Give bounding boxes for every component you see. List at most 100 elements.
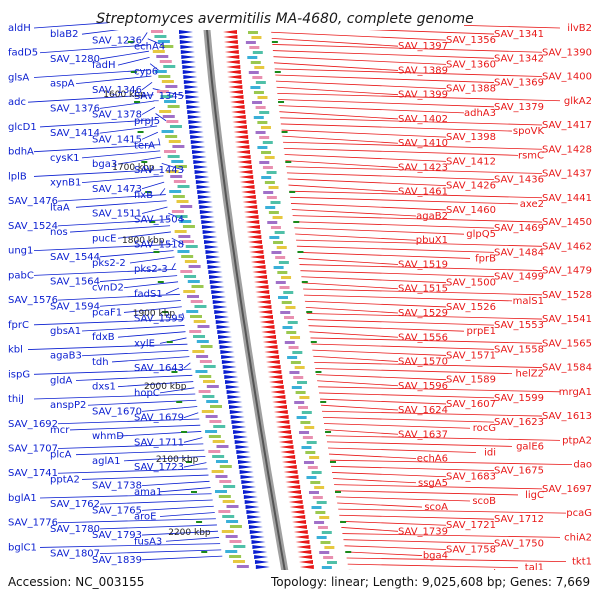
reverse-gene-arrow [226,65,241,69]
forward-gene-arrow [219,345,234,349]
reverse-gene-arrow [267,370,282,374]
gene-connector [274,68,543,77]
gene-connector [159,387,195,394]
gene-label: kbl [8,345,23,356]
gene-connector [141,505,214,511]
gene-label: SAV_1607 [446,399,496,410]
gene-label: SAV_1839 [92,555,142,566]
gene-label: aspA [50,79,75,90]
gene-label: SAV_1389 [398,65,448,76]
reverse-gene-arrow [245,220,260,224]
feature-block [275,281,286,284]
forward-gene-arrow [244,500,259,504]
feature-block [259,111,270,114]
forward-gene-arrow [238,465,253,469]
forward-gene-arrow [183,75,198,79]
gene-connector [171,237,185,245]
gene-connector [117,381,194,388]
forward-gene-arrow [237,460,252,464]
gene-label: SAV_1461 [398,187,448,198]
feature-block [290,361,301,364]
gene-connector [165,287,180,295]
forward-gene-arrow [179,40,194,44]
feature-block [222,500,235,503]
gene-label: SAV_1360 [446,59,496,70]
feature-block [194,305,207,308]
gene-label: SAV_1595 [134,314,184,325]
feature-block [166,170,179,173]
gene-label: SAV_1414 [50,128,100,139]
gene-connector [328,453,417,459]
gene-connector [331,465,495,472]
footer-backdrop [0,570,600,600]
forward-gene-arrow [195,175,210,179]
forward-gene-arrow [181,60,196,64]
feature-block [291,386,302,389]
feature-block [157,40,170,43]
forward-gene-arrow [209,275,224,279]
reverse-gene-arrow [254,285,269,289]
feature-block [167,105,180,108]
gene-connector [310,337,543,344]
gene-label: cyp6 [134,66,158,77]
feature-block [266,171,277,174]
feature-block [257,121,268,124]
reverse-gene-arrow [246,230,261,234]
feature-block [252,76,263,79]
gene-label: SAV_1426 [446,181,496,192]
gene-label: SAV_1436 [494,175,544,186]
feature-block [261,176,272,179]
reverse-gene-arrow [269,380,284,384]
gene-connector [81,150,161,159]
feature-block [281,301,292,304]
feature-block [202,395,215,398]
forward-gene-arrow [207,265,222,269]
reverse-gene-arrow [252,270,267,274]
gene-connector [99,549,222,555]
forward-gene-arrow [224,375,239,379]
gene-connector [311,343,495,350]
feature-block [206,400,219,403]
feature-block [288,346,299,349]
genome-backbone-core [204,9,290,591]
feature-block [321,531,332,534]
gene-connector [324,429,399,435]
feature-block [252,101,263,104]
gene-label: pcaF1 [92,307,122,318]
gene-label: SAV_1476 [8,196,58,207]
gene-connector [292,215,543,223]
forward-gene-arrow [220,350,235,354]
footer: Accession: NC_003155 Topology: linear; L… [0,570,600,600]
gene-connector [343,539,495,544]
gene-connector [33,318,184,326]
gene-label: fdxB [92,332,115,343]
gene-label: SAV_1571 [446,350,496,361]
gene-label: terA [134,140,155,151]
gene-label: SAV_1376 [50,103,100,114]
feature-block [226,505,239,508]
reverse-gene-arrow [227,75,242,79]
feature-block [164,100,177,103]
forward-gene-arrow [230,415,245,419]
reverse-gene-arrow [229,95,244,99]
feature-block [274,231,285,234]
gene-connector [330,459,573,465]
gene-label: SAV_1515 [398,284,448,295]
gene-label: mrgA1 [559,387,592,398]
feature-block [262,141,273,144]
feature-block [196,355,209,358]
reverse-gene-arrow [286,490,301,494]
gene-label: rocG [473,423,496,434]
gene-label: SAV_1400 [542,72,592,83]
reverse-gene-arrow [262,335,277,339]
feature-block [215,460,228,463]
gene-connector [342,533,561,538]
reverse-gene-arrow [261,330,276,334]
gene-connector [322,416,495,423]
gene-label: pucE [92,233,117,244]
feature-block [277,271,288,274]
reverse-gene-arrow [284,475,299,479]
gene-label: chiA2 [564,532,592,543]
feature-block [173,180,186,183]
forward-gene-arrow [193,165,208,169]
